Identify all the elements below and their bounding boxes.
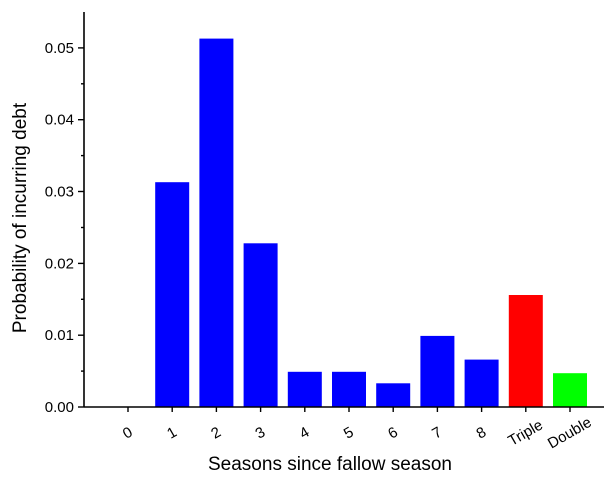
x-category-label: 8	[473, 424, 489, 443]
x-axis-category-labels: 0 1 2 3 4 5 6 7 8 Triple Double	[120, 407, 595, 452]
x-axis-title: Seasons since fallow season	[208, 454, 452, 475]
bar-4	[287, 371, 322, 407]
x-category-label: 7	[429, 424, 445, 443]
y-tick-label: 0.01	[45, 327, 74, 344]
y-tick-label: 0.00	[45, 399, 74, 416]
y-axis-ticks: 0.00 0.01 0.02 0.03 0.04 0.05	[45, 40, 84, 416]
bar-7	[420, 335, 455, 407]
bars-group	[155, 38, 587, 407]
x-category-label: 3	[252, 424, 268, 443]
y-tick-label: 0.05	[45, 40, 74, 57]
y-tick-label: 0.04	[45, 112, 74, 129]
bar-2	[199, 38, 234, 407]
x-category-label: Triple	[505, 417, 546, 450]
bar-6	[376, 383, 411, 407]
x-category-label: 0	[120, 424, 136, 443]
bar-double	[553, 373, 587, 407]
y-tick-label: 0.03	[45, 184, 74, 201]
x-category-label: 2	[208, 424, 224, 443]
x-category-label: 4	[297, 424, 313, 443]
bar-8	[464, 359, 499, 407]
x-category-label: 5	[341, 424, 357, 443]
y-axis-title: Probability of incurring debt	[10, 102, 31, 333]
bar-triple	[508, 295, 543, 407]
bar-1	[155, 182, 190, 407]
bar-5	[332, 371, 366, 407]
bar-3	[243, 243, 278, 407]
y-tick-label: 0.02	[45, 255, 74, 272]
x-category-label: Double	[545, 414, 595, 452]
x-category-label: 6	[385, 424, 401, 443]
x-category-label: 1	[164, 424, 180, 443]
